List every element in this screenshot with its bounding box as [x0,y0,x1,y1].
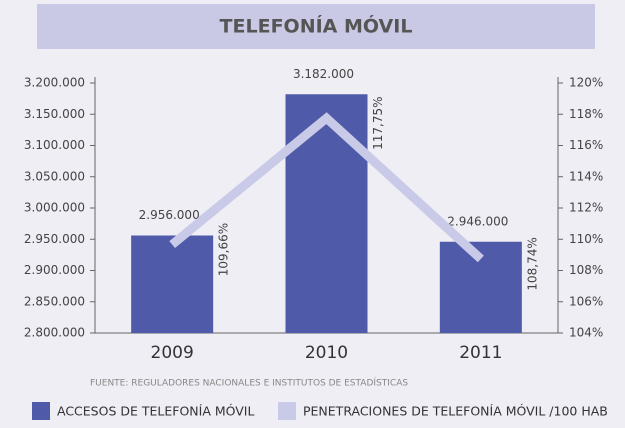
y-tick-label: 3.100.000 [24,138,85,152]
y2-tick-label: 120% [569,76,603,90]
y2-tick-label: 106% [569,294,603,308]
legend-label: PENETRACIONES DE TELEFONÍA MÓVIL /100 HA… [303,404,608,419]
y-tick-label: 2.850.000 [24,294,85,308]
line [169,112,484,263]
line-value-label: 108,74% [525,237,539,290]
x-tick-label: 2011 [459,343,502,363]
bar-value-label: 3.182.000 [293,67,354,81]
x-tick-label: 2010 [305,343,348,363]
legend-swatch [278,402,296,420]
chart-title: TELEFONÍA MÓVIL [220,14,413,38]
y-tick-label: 3.150.000 [24,107,85,121]
line-value-label: 109,66% [217,223,231,276]
legend-label: ACCESOS DE TELEFONÍA MÓVIL [57,404,254,419]
bar [285,94,368,333]
bar-value-label: 2.956.000 [139,208,200,222]
x-tick-label: 2009 [151,343,194,363]
y-tick-label: 2.900.000 [24,263,85,277]
y2-tick-label: 110% [569,232,603,246]
line-value-label: 117,75% [371,96,385,149]
y2-tick-label: 114% [569,169,603,183]
bar [131,235,214,333]
y-tick-label: 3.200.000 [24,76,85,90]
bar-value-label: 2.946.000 [447,214,508,228]
y2-tick-label: 104% [569,326,603,340]
y2-tick-label: 108% [569,263,603,277]
y2-tick-label: 118% [569,107,603,121]
title-box [37,4,595,49]
y-tick-label: 3.000.000 [24,201,85,215]
y2-tick-label: 116% [569,138,603,152]
y-tick-label: 2.800.000 [24,326,85,340]
y2-tick-label: 112% [569,201,603,215]
legend-swatch [32,402,50,420]
y-tick-label: 2.950.000 [24,232,85,246]
y-tick-label: 3.050.000 [24,169,85,183]
source-note: FUENTE: REGULADORES NACIONALES E INSTITU… [90,377,408,389]
